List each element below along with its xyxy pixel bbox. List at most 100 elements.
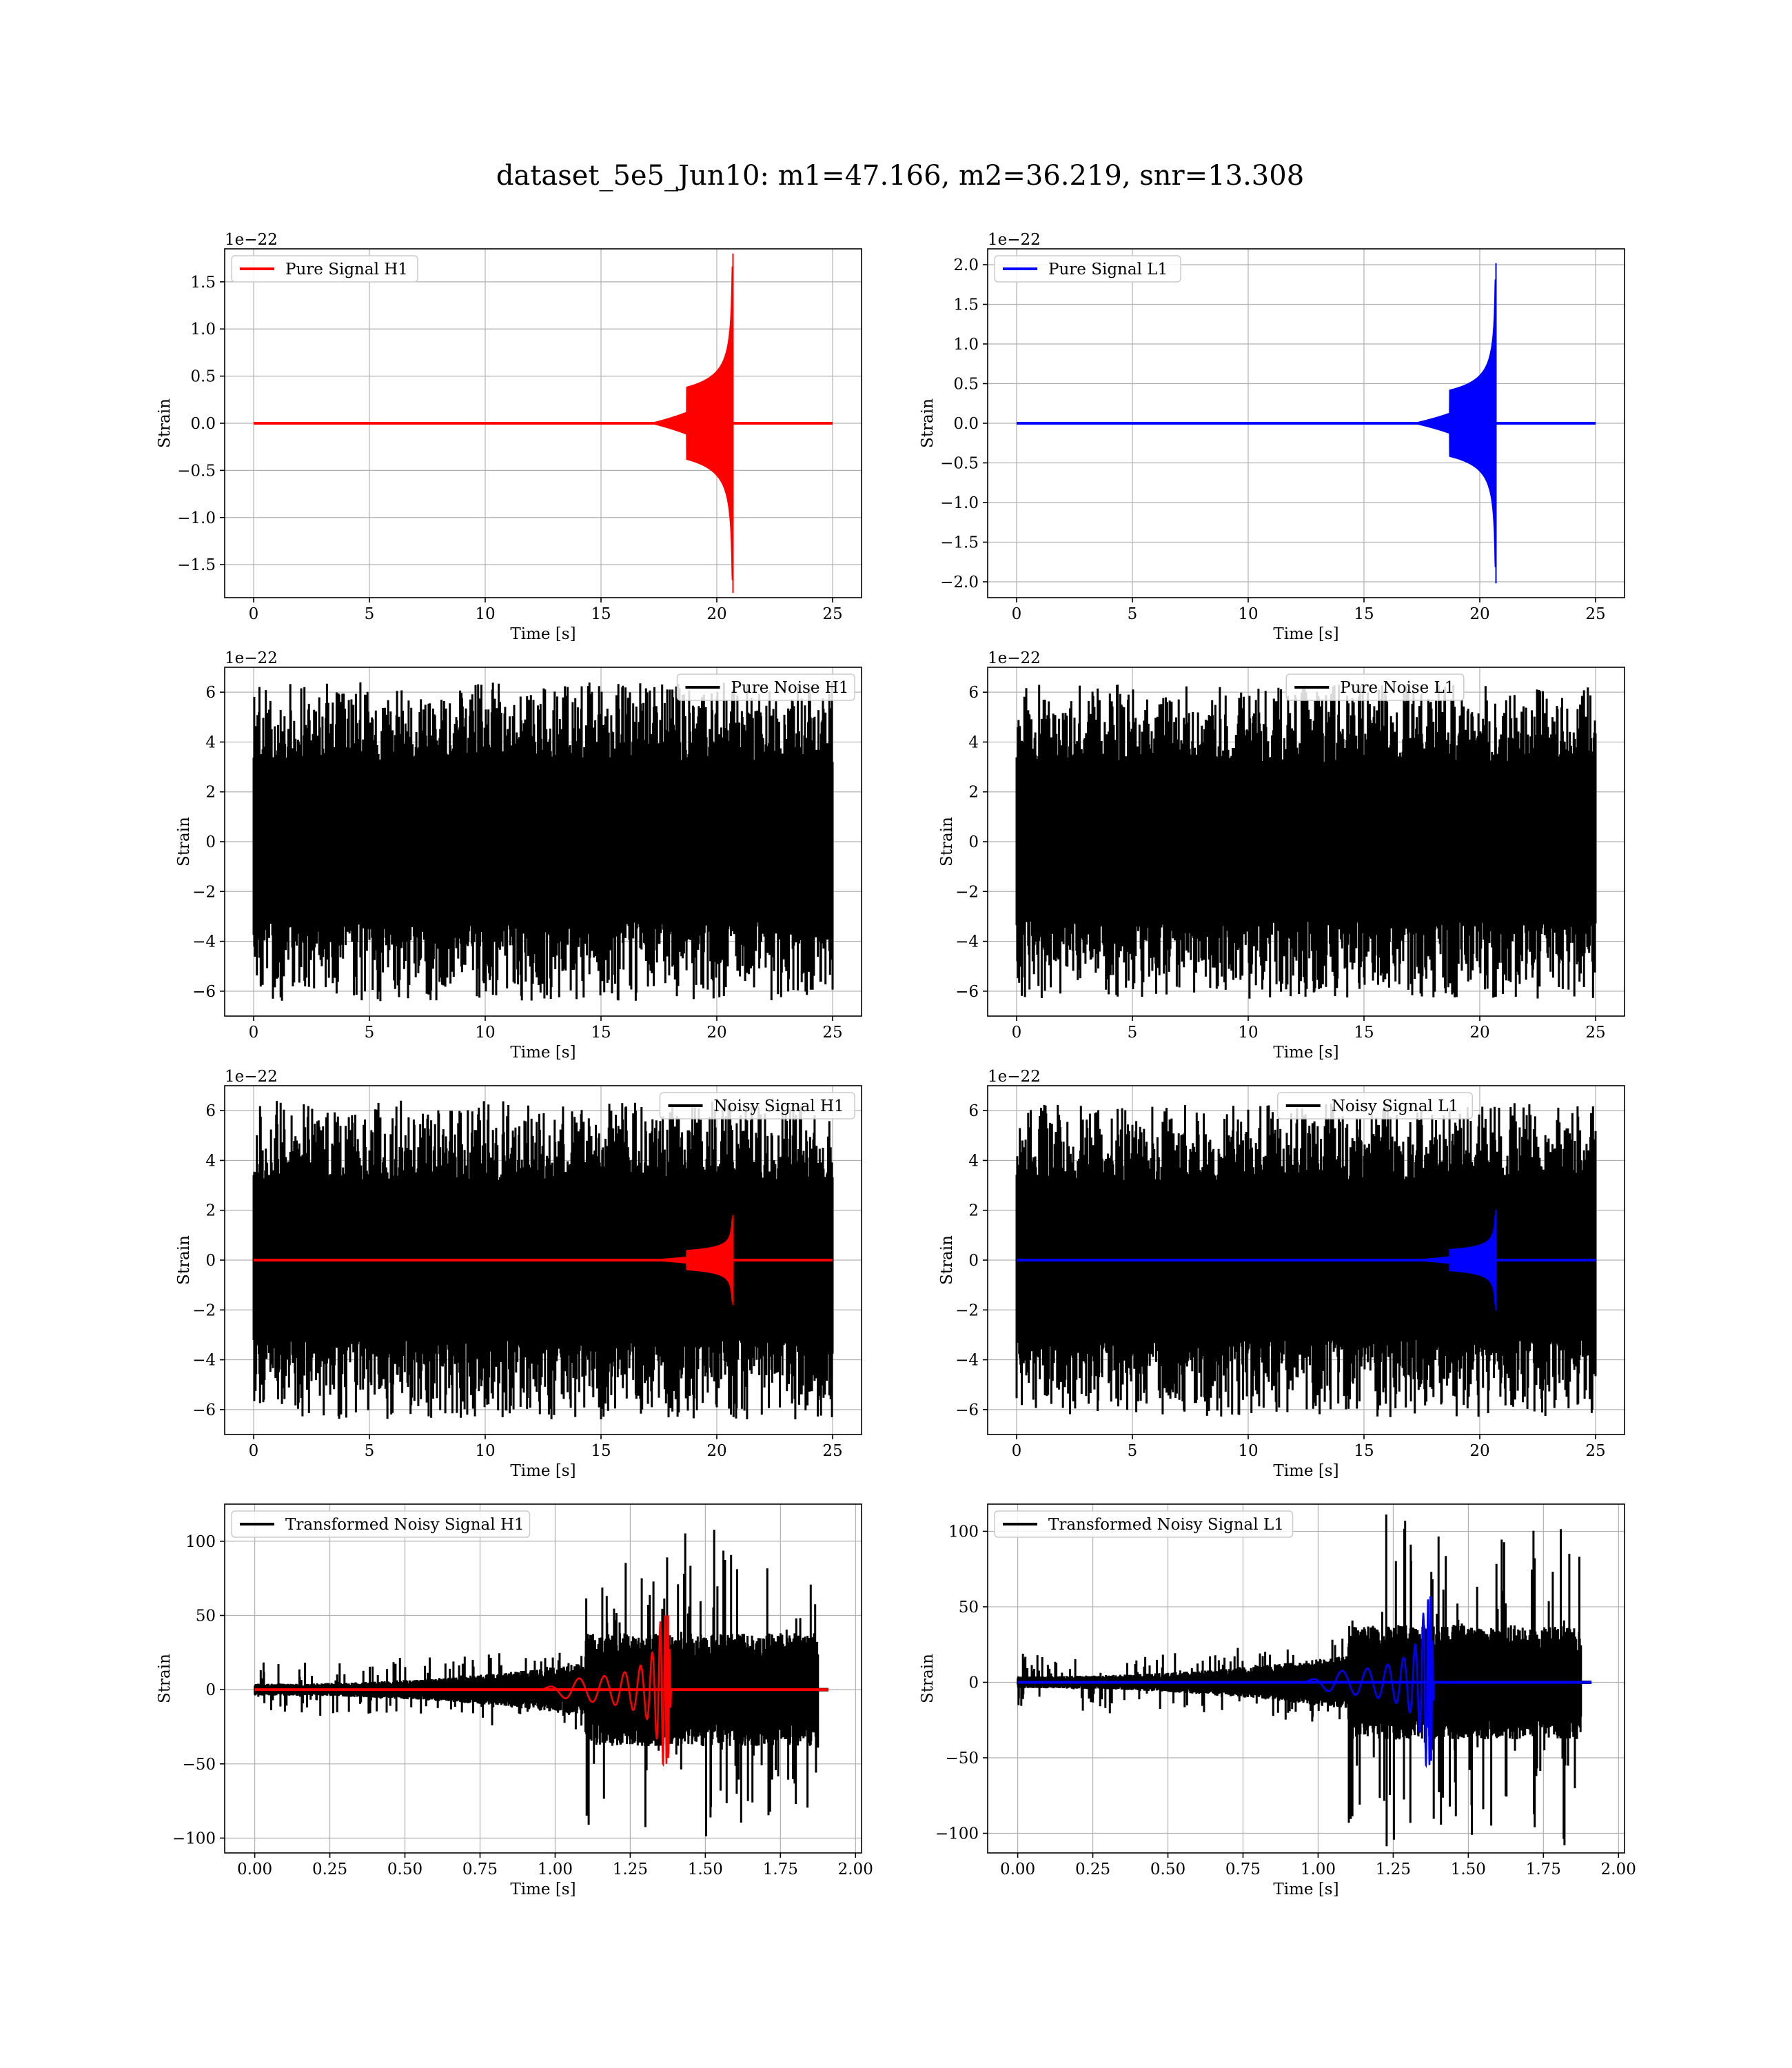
plot-area [1017, 1514, 1592, 1847]
legend-box [676, 673, 855, 701]
y-tick-label: 4 [205, 733, 216, 751]
x-tick-label: 15 [591, 1024, 611, 1042]
panel-transformed-noisy-signal-l1: 0.00 0.25 0.50 0.75 1.00 1.25 1.50 1.75 2.00 100 5… [919, 1503, 1636, 1898]
x-axis-label: Time [s] [510, 1881, 576, 1898]
signal-chirp [1414, 1210, 1497, 1310]
y-tick-label: 0 [968, 1674, 979, 1692]
x-tick-label: 20 [706, 1442, 726, 1460]
legend-label: Noisy Signal L1 [1332, 1097, 1458, 1115]
legend-label: Pure Signal H1 [285, 261, 408, 278]
legend-label: Pure Noise L1 [1340, 679, 1454, 697]
y-axis-label: Strain [919, 398, 937, 448]
x-tick-label: 5 [365, 1024, 375, 1042]
x-tick-label: 10 [475, 605, 495, 623]
y-tick-label: 2 [205, 784, 216, 802]
legend: Noisy Signal H1 [659, 1092, 855, 1119]
y-offset-text: 1e−22 [225, 231, 278, 249]
x-axis-label: Time [s] [510, 625, 576, 643]
x-tick-label: 2.00 [838, 1861, 873, 1878]
plot-area [1015, 685, 1597, 999]
legend: Transformed Noisy Signal L1 [994, 1510, 1294, 1538]
x-tick-label: 10 [1238, 1442, 1258, 1460]
plot-area [254, 1530, 829, 1836]
signal-chirp [649, 253, 734, 594]
x-tick-label: 1.25 [613, 1861, 648, 1878]
x-tick-label: 0 [249, 605, 259, 623]
x-tick-label: 5 [1128, 1442, 1138, 1460]
y-tick-label: 0 [968, 833, 979, 851]
y-axis-label: Strain [156, 1654, 174, 1703]
y-tick-label: 4 [968, 733, 979, 751]
y-tick-label: 100 [948, 1523, 979, 1541]
x-tick-label: 25 [822, 1024, 842, 1042]
y-tick-label: 4 [968, 1152, 979, 1170]
x-tick-label: 15 [1354, 1024, 1374, 1042]
legend: Pure Signal H1 [231, 255, 418, 283]
y-tick-label: −2 [955, 1301, 979, 1319]
x-tick-label: 10 [1238, 605, 1258, 623]
y-tick-label: −6 [192, 983, 216, 1001]
y-tick-label: 2 [968, 1202, 979, 1220]
y-tick-label: 6 [205, 684, 216, 702]
panel-transformed-noisy-signal-h1: 0.00 0.25 0.50 0.75 1.00 1.25 1.50 1.75 2.00 100 5… [156, 1503, 873, 1898]
y-tick-label: −4 [192, 1352, 216, 1370]
y-tick-label: 0.5 [953, 376, 979, 394]
y-tick-label: 1.0 [953, 336, 979, 354]
x-tick-label: 0 [1012, 605, 1022, 623]
y-tick-label: −2.0 [940, 574, 979, 591]
x-tick-label: 25 [1585, 605, 1605, 623]
x-tick-label: 10 [475, 1024, 495, 1042]
y-offset-text: 1e−22 [225, 1068, 278, 1086]
x-tick-label: 0 [249, 1024, 259, 1042]
x-tick-label: 5 [365, 1442, 375, 1460]
plot-area [252, 1100, 834, 1419]
noise-trace [254, 1530, 819, 1836]
x-tick-label: 10 [1238, 1024, 1258, 1042]
y-tick-label: −1.5 [177, 556, 216, 574]
x-axis-label: Time [s] [1273, 625, 1338, 643]
y-offset-text: 1e−22 [988, 649, 1041, 667]
x-tick-label: 1.50 [688, 1861, 723, 1878]
y-tick-label: 6 [968, 684, 979, 702]
y-tick-label: −4 [192, 933, 216, 951]
y-tick-label: 0.0 [190, 415, 216, 433]
y-axis-label: Strain [938, 1235, 956, 1285]
x-tick-label: 25 [1585, 1024, 1605, 1042]
legend: Noisy Signal L1 [1277, 1092, 1473, 1119]
x-tick-label: 0.25 [1075, 1861, 1110, 1878]
y-tick-label: 1.0 [190, 321, 216, 338]
signal-chirp [540, 1615, 673, 1767]
x-tick-label: 15 [591, 605, 611, 623]
legend-label: Pure Noise H1 [731, 679, 849, 697]
x-axis-label: Time [s] [510, 1044, 576, 1062]
y-tick-label: 6 [968, 1102, 979, 1120]
x-tick-label: 1.00 [1301, 1861, 1336, 1878]
x-tick-label: 20 [1469, 1024, 1489, 1042]
x-axis-label: Time [s] [1273, 1881, 1338, 1898]
noise-trace [1017, 1514, 1582, 1847]
x-tick-label: 15 [591, 1442, 611, 1460]
x-tick-label: 20 [706, 605, 726, 623]
y-tick-label: −0.5 [940, 455, 979, 473]
legend: Pure Noise L1 [1285, 673, 1465, 701]
noise-trace [1015, 685, 1597, 999]
legend-box [1285, 673, 1465, 701]
x-tick-label: 5 [365, 605, 375, 623]
x-tick-label: 0.50 [387, 1861, 422, 1878]
y-tick-label: 0 [205, 1252, 216, 1270]
x-tick-label: 15 [1354, 605, 1374, 623]
y-offset-text: 1e−22 [225, 649, 278, 667]
signal-chirp [1412, 263, 1497, 584]
x-tick-label: 0 [1012, 1024, 1022, 1042]
legend: Pure Signal L1 [994, 255, 1181, 283]
axes-frame [224, 1503, 862, 1854]
panel-pure-signal-h1: 0 5 10 15 20 25 1.5 1.0 0.5 0.0 −0.5 −1.0 −1.5 Time [… [156, 231, 862, 643]
y-axis-label: Strain [156, 398, 174, 448]
x-tick-label: 0.00 [1000, 1861, 1035, 1878]
y-tick-label: 0.5 [190, 368, 216, 386]
